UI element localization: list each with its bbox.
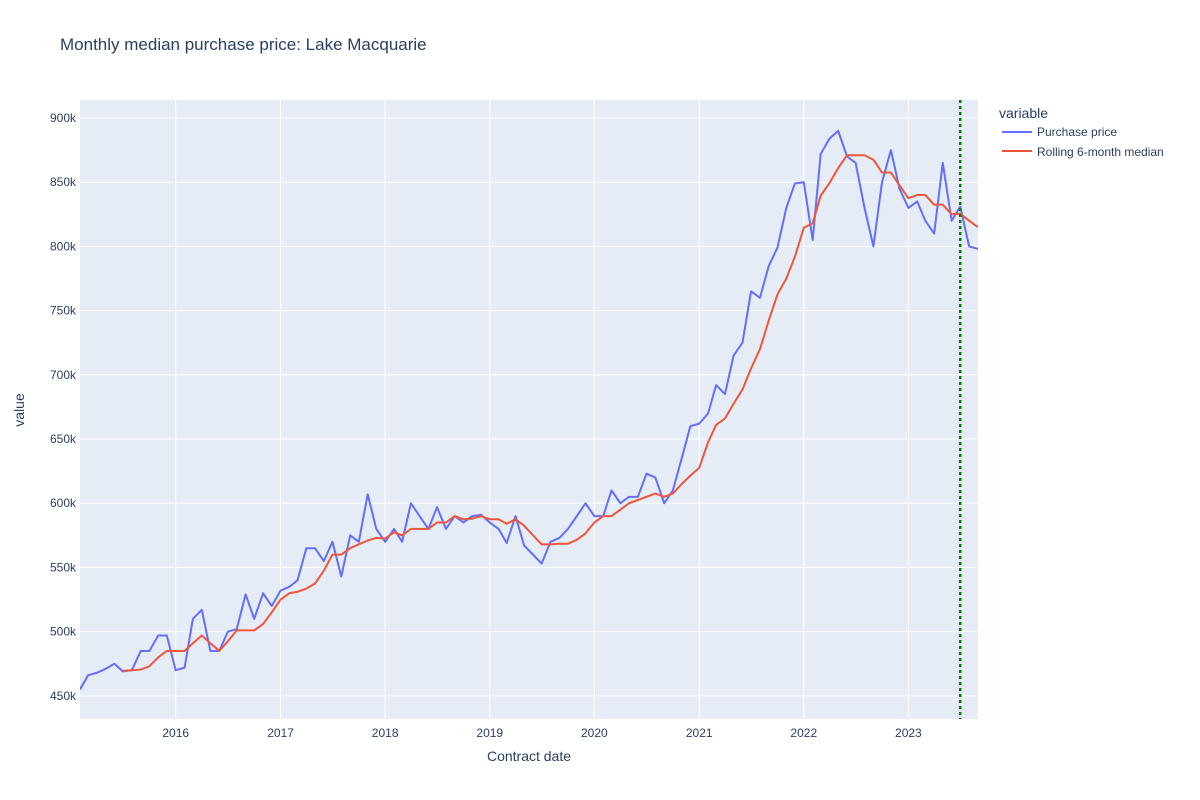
y-tick-label: 850k	[50, 175, 77, 189]
x-axis-title: Contract date	[487, 748, 571, 764]
y-tick-label: 650k	[50, 432, 77, 446]
x-tick-label: 2020	[581, 726, 608, 740]
plot-area	[80, 100, 978, 719]
series-line-rolling-median[interactable]	[122, 154, 978, 672]
x-tick-labels: 2016 2017 2018 2019 2020 2021 2022 2023	[162, 726, 922, 740]
y-tick-label: 800k	[50, 239, 77, 253]
chart-title: Monthly median purchase price: Lake Macq…	[60, 35, 427, 54]
y-tick-label: 700k	[50, 368, 77, 382]
y-tick-label: 900k	[50, 111, 77, 125]
y-tick-labels: 450k 500k 550k 600k 650k 700k 750k 800k 850k 900k	[50, 111, 77, 703]
legend-label-purchase-price[interactable]: Purchase price	[1037, 125, 1117, 139]
y-tick-label: 550k	[50, 560, 77, 574]
x-gridlines	[175, 100, 909, 719]
x-tick-label: 2021	[686, 726, 713, 740]
series-layer	[80, 129, 978, 690]
y-tick-label: 600k	[50, 496, 77, 510]
x-tick-label: 2017	[267, 726, 294, 740]
y-tick-label: 750k	[50, 304, 77, 318]
y-axis-title: value	[11, 393, 27, 427]
x-tick-label: 2023	[895, 726, 922, 740]
legend: variable Purchase price Rolling 6-month …	[999, 105, 1164, 159]
x-tick-label: 2016	[162, 726, 189, 740]
y-tick-label: 450k	[50, 689, 77, 703]
y-tick-label: 500k	[50, 625, 77, 639]
x-tick-label: 2022	[790, 726, 817, 740]
legend-label-rolling-median[interactable]: Rolling 6-month median	[1037, 145, 1164, 159]
x-tick-label: 2019	[476, 726, 503, 740]
series-line-purchase-price[interactable]	[80, 129, 978, 690]
legend-title: variable	[999, 105, 1048, 121]
x-tick-label: 2018	[372, 726, 399, 740]
